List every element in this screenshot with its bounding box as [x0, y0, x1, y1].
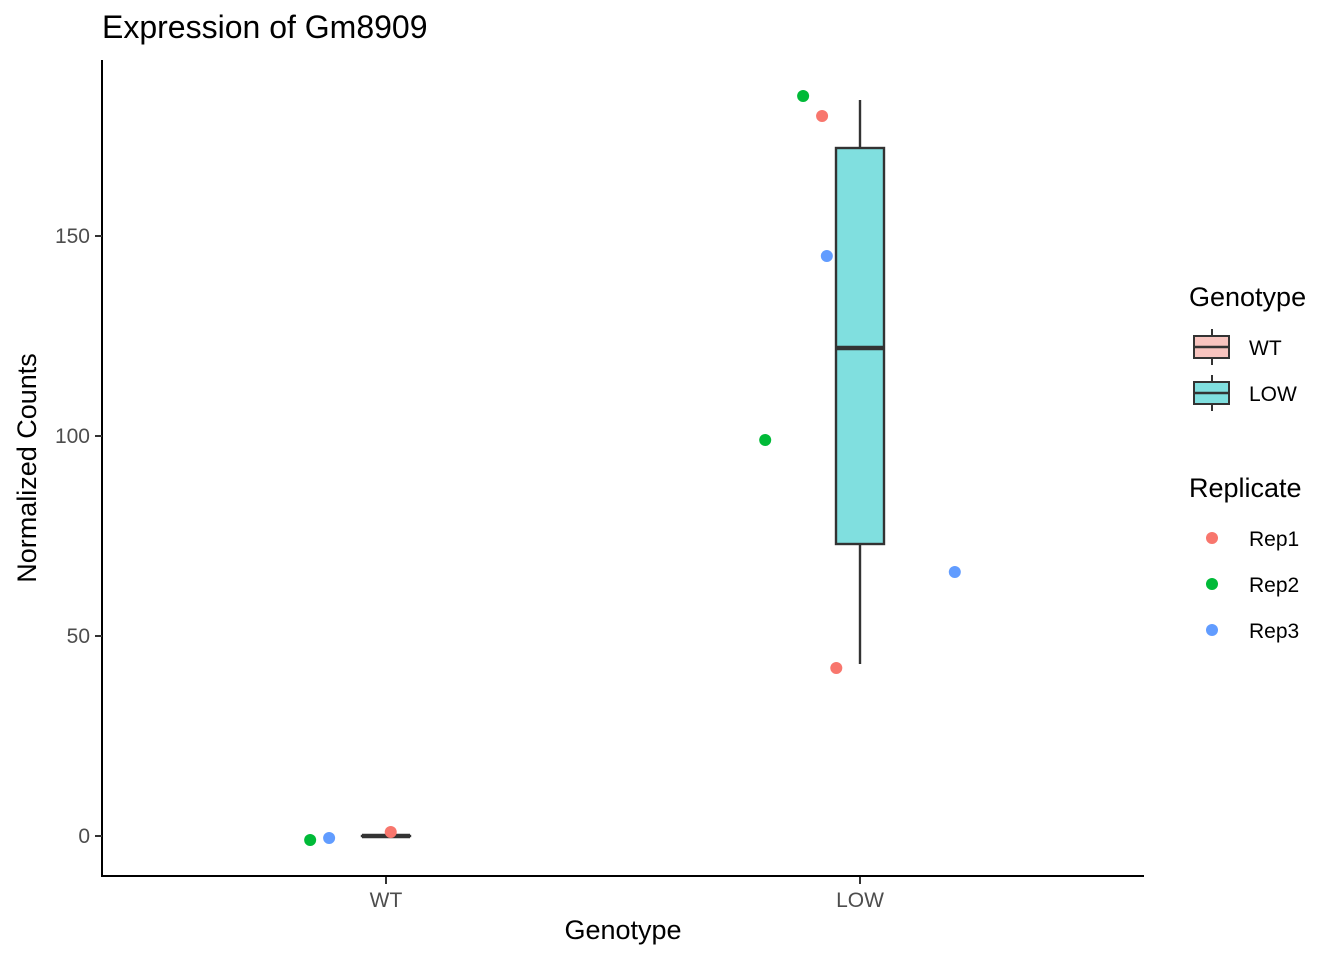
- legend-label-rep3: Rep3: [1249, 620, 1299, 643]
- data-point-rep2: [304, 834, 317, 846]
- legend-label-rep1: Rep1: [1249, 528, 1299, 551]
- data-point-rep1: [830, 662, 843, 674]
- y-axis-ticks: 0 50 100 150: [55, 225, 102, 848]
- legend-replicate-title: Replicate: [1189, 473, 1302, 503]
- chart-title: Expression of Gm8909: [102, 9, 428, 45]
- legend-key-wt: [1193, 329, 1230, 365]
- x-axis-label: Genotype: [564, 915, 681, 945]
- legend: Genotype Replicate WT LOW Rep1 Rep2 Rep3: [1189, 282, 1306, 643]
- x-tick-label: WT: [370, 889, 403, 912]
- legend-genotype-items: WT LOW: [1193, 329, 1297, 411]
- x-tick-label: LOW: [836, 889, 884, 912]
- box-low: [834, 100, 886, 664]
- legend-label-low: LOW: [1249, 383, 1297, 406]
- legend-key-rep2: [1206, 578, 1218, 590]
- data-point-rep3: [820, 250, 833, 262]
- y-axis-label: Normalized Counts: [12, 353, 42, 583]
- legend-genotype-title: Genotype: [1189, 282, 1306, 312]
- y-tick-label: 50: [67, 625, 90, 648]
- legend-label-rep2: Rep2: [1249, 574, 1299, 597]
- data-point-rep3: [948, 566, 961, 578]
- y-tick-label: 100: [55, 425, 90, 448]
- y-tick-label: 150: [55, 225, 90, 248]
- data-point-rep1: [816, 110, 829, 122]
- legend-key-low: [1193, 375, 1230, 411]
- data-point-rep2: [797, 90, 810, 102]
- legend-key-rep3: [1206, 624, 1218, 636]
- legend-label-wt: WT: [1249, 337, 1282, 360]
- plot-area: [304, 90, 961, 846]
- legend-replicate-items: Rep1 Rep2 Rep3: [1206, 528, 1299, 643]
- data-point-rep3: [323, 832, 336, 844]
- data-point-rep2: [759, 434, 772, 446]
- legend-key-rep1: [1206, 532, 1218, 544]
- x-axis-ticks: WT LOW: [370, 877, 884, 912]
- data-point-rep1: [384, 826, 397, 838]
- y-tick-label: 0: [78, 825, 90, 848]
